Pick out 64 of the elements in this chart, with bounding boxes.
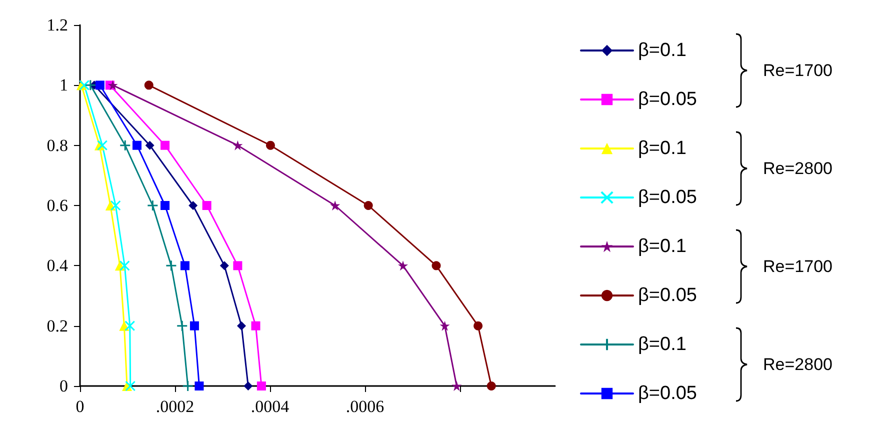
point bbox=[364, 201, 373, 210]
legend-label: β=0.1 bbox=[638, 236, 686, 257]
point bbox=[202, 201, 212, 210]
point bbox=[194, 382, 204, 390]
point bbox=[474, 321, 483, 330]
x-tick-label: .0006 bbox=[346, 397, 384, 416]
text: Re=1700 bbox=[763, 257, 832, 277]
text: Re=2800 bbox=[763, 159, 832, 179]
point bbox=[233, 261, 242, 270]
point bbox=[84, 79, 96, 91]
x-tick-label: 0 bbox=[76, 397, 84, 416]
point bbox=[97, 140, 108, 151]
point bbox=[165, 260, 177, 272]
point bbox=[486, 382, 496, 390]
point bbox=[398, 260, 408, 271]
point bbox=[220, 261, 229, 270]
legend-label: β=0.05 bbox=[638, 89, 698, 110]
point bbox=[440, 320, 450, 331]
y-tick-label: 0.4 bbox=[46, 256, 68, 276]
x-tick-label: .0004 bbox=[250, 397, 290, 416]
y-tick-label: 1.2 bbox=[46, 16, 68, 34]
point bbox=[125, 380, 136, 392]
point bbox=[176, 320, 188, 332]
point bbox=[119, 260, 130, 271]
legend-label: β=0.1 bbox=[638, 334, 686, 355]
legend-label: β=0.1 bbox=[638, 138, 686, 159]
point bbox=[110, 200, 121, 211]
point bbox=[124, 320, 136, 332]
point bbox=[180, 261, 190, 270]
point bbox=[160, 201, 170, 210]
point bbox=[119, 140, 131, 152]
point bbox=[330, 200, 340, 210]
point bbox=[160, 140, 170, 150]
point bbox=[144, 80, 154, 90]
legend-label: β=0.1 bbox=[638, 40, 686, 61]
y-tick-label: 0.2 bbox=[46, 316, 68, 336]
y-tick-label: 0.6 bbox=[46, 196, 68, 215]
point bbox=[182, 380, 194, 392]
point bbox=[256, 382, 266, 390]
y-tick-label: 1 bbox=[60, 76, 68, 95]
point bbox=[244, 382, 253, 390]
point bbox=[237, 321, 246, 330]
point bbox=[251, 321, 260, 330]
point bbox=[452, 381, 462, 391]
point bbox=[79, 80, 90, 90]
point bbox=[432, 261, 441, 270]
text: Re=1700 bbox=[763, 61, 832, 81]
y-tick-label: 0 bbox=[60, 376, 68, 396]
point bbox=[95, 80, 104, 90]
point bbox=[146, 200, 158, 212]
legend-label: β=0.05 bbox=[638, 187, 698, 208]
legend-label: β=0.05 bbox=[638, 383, 698, 404]
text: Re=2800 bbox=[763, 355, 832, 375]
legend-label: β=0.05 bbox=[638, 285, 698, 306]
point bbox=[188, 201, 198, 210]
y-tick-label: 0.8 bbox=[46, 136, 68, 155]
point bbox=[266, 140, 275, 150]
x-tick-label: .0002 bbox=[156, 397, 194, 416]
point bbox=[119, 320, 130, 331]
point bbox=[190, 321, 199, 330]
point bbox=[108, 80, 118, 90]
point bbox=[132, 140, 142, 150]
point bbox=[145, 140, 154, 150]
point bbox=[232, 140, 243, 150]
